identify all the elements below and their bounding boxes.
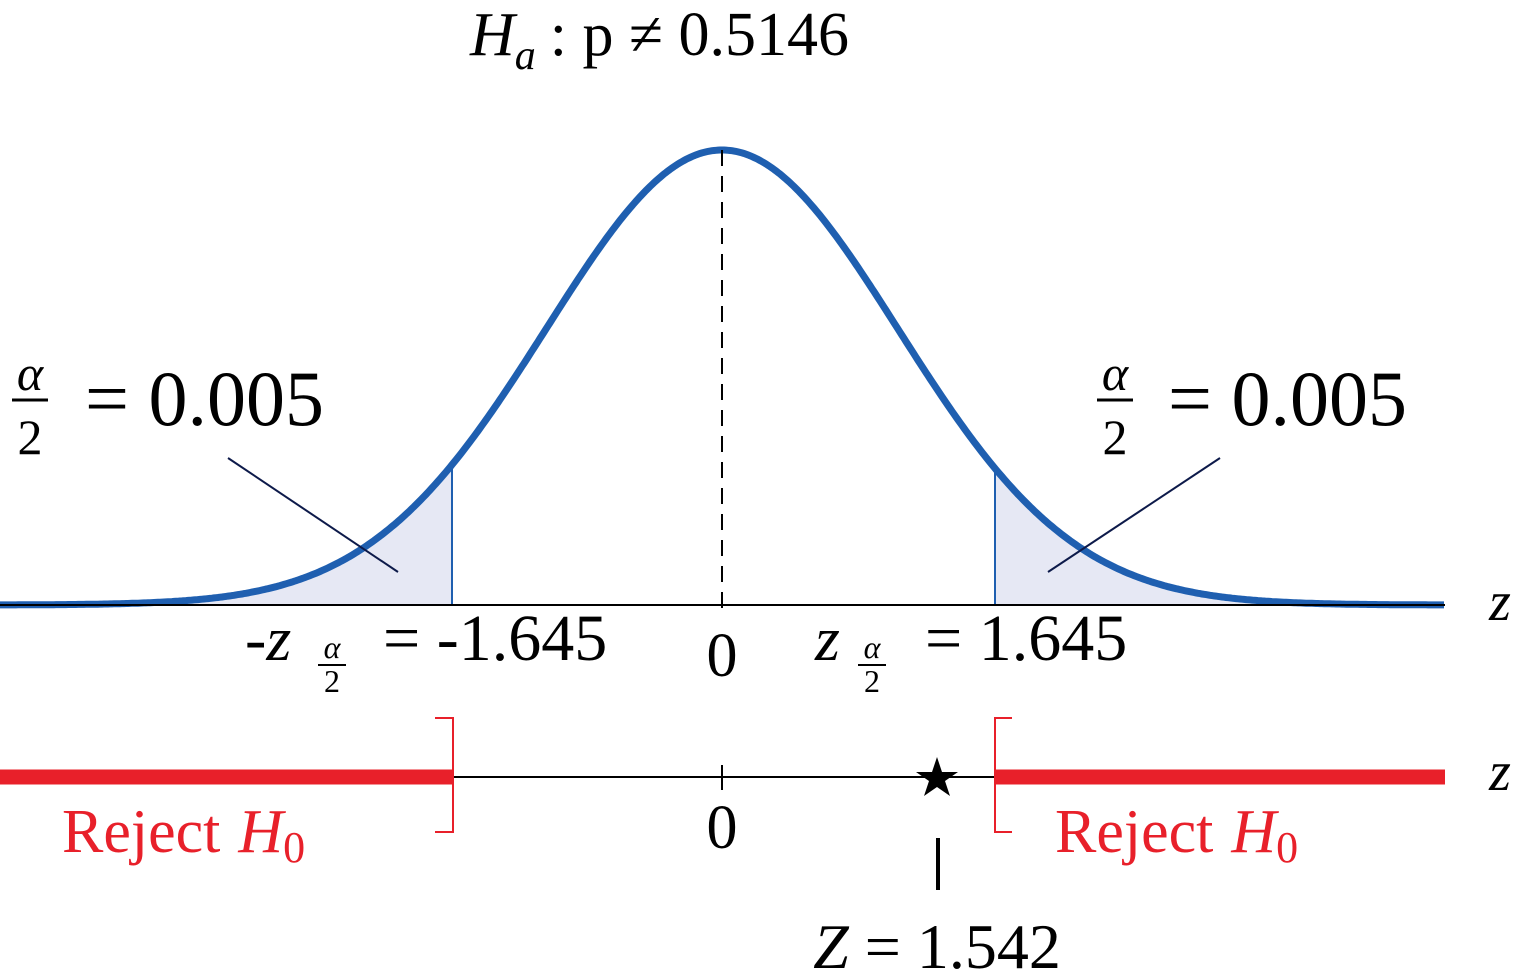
fraction-den: 2 — [864, 663, 880, 699]
critical-symbol: -z — [245, 603, 291, 674]
symbol: H — [469, 1, 518, 69]
bracket — [994, 717, 1012, 833]
fraction-num: α — [324, 629, 342, 665]
leader-line — [227, 457, 399, 573]
symbol: H — [1230, 798, 1279, 866]
test-statistic: Z = 1.542 — [813, 911, 1061, 976]
tail-value: = 0.005 — [1168, 355, 1407, 442]
subscript: a — [515, 33, 536, 79]
relation: : p ≠ 0.5146 — [550, 1, 849, 69]
center-label: 0 — [707, 794, 738, 862]
critical-value: = -1.645 — [383, 602, 607, 675]
tail-area — [0, 464, 452, 605]
fraction-num: α — [864, 629, 882, 665]
fraction-den: 2 — [1103, 409, 1128, 465]
bracket — [435, 717, 454, 833]
reject-label: Reject H0 — [1055, 798, 1298, 872]
tail-area — [995, 468, 1445, 605]
statistic-value: = 1.542 — [865, 911, 1061, 976]
center-label: 0 — [707, 622, 738, 690]
fraction-num: α — [17, 345, 45, 401]
fraction-den: 2 — [324, 663, 340, 699]
tail-value: = 0.005 — [85, 355, 324, 442]
reject-label: Reject H0 — [62, 798, 305, 872]
subscript: 0 — [283, 823, 305, 872]
symbol: H — [237, 798, 286, 866]
leader-line — [1047, 457, 1221, 573]
subscript: 0 — [1276, 823, 1298, 872]
reject-text: Reject — [62, 798, 220, 866]
reject-text: Reject — [1055, 798, 1213, 866]
symbol: Z — [813, 911, 850, 976]
critical-value: = 1.645 — [925, 602, 1127, 675]
fraction-num: α — [1102, 345, 1130, 401]
critical-symbol: z — [814, 603, 840, 674]
axis-label: z — [1488, 571, 1511, 633]
statistic-star — [916, 757, 958, 796]
axis-label: z — [1488, 741, 1511, 803]
title: Ha : p ≠ 0.5146 — [469, 1, 849, 79]
fraction-den: 2 — [18, 409, 43, 465]
